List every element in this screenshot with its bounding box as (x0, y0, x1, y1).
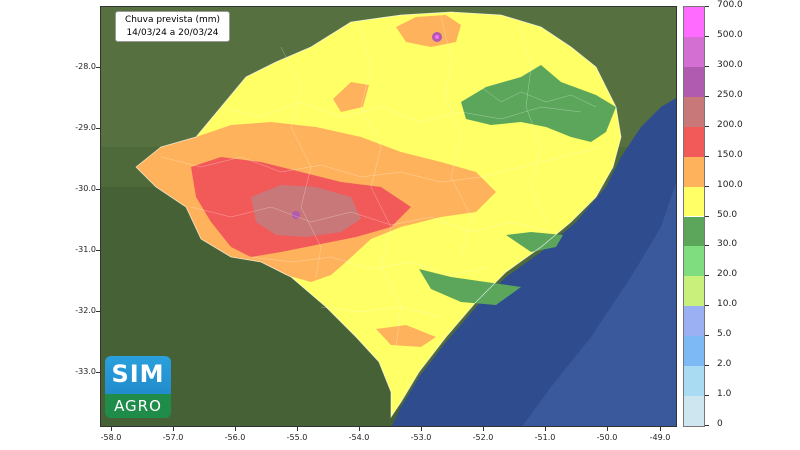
map-title-box: Chuva prevista (mm) 14/03/24 a 20/03/24 (115, 11, 230, 42)
rain-zone-30-50-coast (506, 232, 563, 252)
colorbar-tick-mark (705, 155, 709, 157)
lon-tick-mark (660, 427, 661, 431)
lat-tick-mark (96, 189, 100, 190)
colorbar-tick-label: 500.0 (717, 29, 743, 40)
colorbar-tick-mark (705, 335, 709, 337)
municipal-borders (160, 16, 602, 348)
lon-tick-mark (111, 427, 112, 431)
colorbar-cell (684, 126, 704, 157)
colorbar-cell (684, 156, 704, 187)
lat-tick-label: -30.0 (75, 184, 96, 193)
lon-tick-label: -57.0 (162, 433, 184, 442)
lat-tick-label: -28.0 (75, 62, 96, 71)
rain-zone-100-150-north (396, 15, 461, 47)
rain-zone-100-150-center (333, 82, 369, 112)
colorbar-tick-mark (705, 65, 709, 67)
logo-word-sim: SIM (111, 360, 165, 388)
colorbar-tick-mark (705, 395, 709, 397)
lat-tick-label: -31.0 (75, 245, 96, 254)
colorbar-tick-mark (705, 95, 709, 97)
lon-tick-mark (607, 427, 608, 431)
lat-tick-label: -33.0 (75, 367, 96, 376)
lon-tick-mark (173, 427, 174, 431)
colorbar-tick-label: 1.0 (717, 389, 732, 400)
colorbar-tick-mark (705, 245, 709, 247)
simagro-logo: SIM AGRO (105, 356, 171, 418)
lon-tick-label: -51.0 (534, 433, 556, 442)
lon-tick-mark (483, 427, 484, 431)
lon-tick-label: -54.0 (348, 433, 370, 442)
lat-tick-mark (96, 372, 100, 373)
colorbar-tick-label: 2.0 (717, 359, 732, 370)
colorbar-tick-mark (705, 215, 709, 217)
ocean-shade (522, 182, 676, 426)
rain-zone-30-50-southeast (419, 269, 521, 305)
colorbar-tick-label: 10.0 (717, 299, 738, 310)
lon-tick-mark (235, 427, 236, 431)
colorbar-tick-label: 5.0 (717, 329, 732, 340)
forecast-map (100, 6, 677, 427)
colorbar-cell (684, 96, 704, 127)
lon-tick-label: -53.0 (410, 433, 432, 442)
colorbar-tick-label: 0 (717, 419, 723, 429)
colorbar-tick-mark (705, 365, 709, 367)
logo-band (105, 394, 171, 418)
colorbar-tick-mark (705, 6, 709, 7)
colorbar-tick-label: 50.0 (717, 209, 738, 220)
colorbar-tick-mark (705, 185, 709, 187)
colorbar-legend (683, 6, 705, 427)
lon-tick-label: -49.0 (649, 433, 671, 442)
lat-tick-mark (96, 250, 100, 251)
colorbar-tick-mark (705, 425, 709, 426)
lon-tick-mark (359, 427, 360, 431)
lon-tick-label: -58.0 (100, 433, 122, 442)
colorbar-cell (684, 216, 704, 247)
lon-tick-mark (545, 427, 546, 431)
colorbar-cell (684, 306, 704, 337)
colorbar-cell (684, 7, 704, 37)
rain-zone-250-300 (292, 211, 300, 219)
colorbar-tick-label: 300.0 (717, 59, 743, 70)
lat-tick-mark (96, 67, 100, 68)
map-title: Chuva prevista (mm) (124, 15, 221, 25)
lon-tick-label: -55.0 (286, 433, 308, 442)
colorbar-tick-label: 150.0 (717, 149, 743, 160)
colorbar-tick-label: 250.0 (717, 89, 743, 100)
colorbar-cell (684, 186, 704, 217)
map-canvas (101, 7, 676, 426)
state-border (135, 11, 622, 419)
lon-tick-label: -52.0 (472, 433, 494, 442)
rain-zone-30-50-northeast (461, 65, 616, 142)
colorbar-tick-mark (705, 305, 709, 307)
lon-tick-label: -50.0 (596, 433, 618, 442)
colorbar-cell (684, 66, 704, 97)
lat-tick-mark (96, 128, 100, 129)
lon-tick-label: -56.0 (224, 433, 246, 442)
map-period: 14/03/24 a 20/03/24 (126, 28, 219, 38)
colorbar-tick-label: 100.0 (717, 179, 743, 190)
rain-zone-peak-north (435, 35, 439, 39)
colorbar-tick-label: 200.0 (717, 119, 743, 130)
colorbar-tick-label: 20.0 (717, 269, 738, 280)
colorbar-tick-mark (705, 275, 709, 277)
lon-tick-mark (421, 427, 422, 431)
colorbar-tick-label: 30.0 (717, 239, 738, 250)
colorbar-cell (684, 336, 704, 367)
colorbar-tick-label: 700.0 (717, 0, 743, 10)
colorbar-tick-mark (705, 35, 709, 37)
lat-tick-label: -29.0 (75, 123, 96, 132)
rain-zone-200-250 (251, 185, 361, 237)
colorbar-tick-mark (705, 125, 709, 127)
lat-tick-mark (96, 311, 100, 312)
colorbar-cell (684, 36, 704, 67)
lat-tick-label: -32.0 (75, 306, 96, 315)
logo-word-agro: AGRO (114, 397, 162, 415)
colorbar-cell (684, 396, 704, 426)
lon-tick-mark (297, 427, 298, 431)
rain-zone-100-150-south (376, 325, 436, 347)
colorbar-cell (684, 366, 704, 397)
colorbar-cell (684, 246, 704, 277)
colorbar-cell (684, 276, 704, 307)
